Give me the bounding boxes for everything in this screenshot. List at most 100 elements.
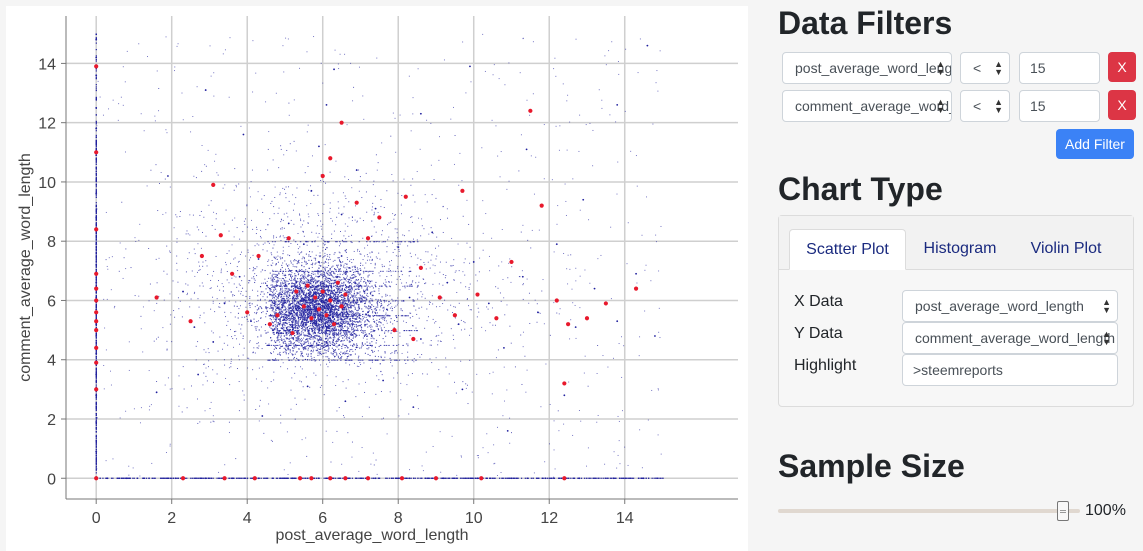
background-point	[354, 312, 357, 314]
background-point	[337, 293, 339, 296]
background-point	[290, 334, 292, 336]
background-point	[337, 287, 339, 289]
background-point	[156, 338, 158, 340]
background-point	[310, 300, 312, 302]
background-point	[327, 290, 329, 292]
background-point	[390, 286, 392, 288]
scatter-chart[interactable]: 0 2 4 6 8 10 12 1402468101214post_average_word_…	[6, 6, 748, 551]
background-point	[315, 314, 317, 316]
background-point	[360, 347, 362, 349]
background-point	[384, 316, 386, 318]
background-point	[309, 309, 312, 311]
background-point	[304, 316, 306, 318]
background-point	[327, 280, 330, 282]
background-point	[416, 264, 418, 266]
background-point	[358, 305, 360, 308]
background-point	[442, 303, 444, 305]
background-point	[397, 267, 399, 269]
background-point	[303, 293, 305, 296]
background-point	[464, 258, 466, 260]
background-point	[278, 293, 280, 295]
background-point	[453, 306, 455, 308]
background-point	[375, 154, 377, 156]
background-point	[352, 296, 354, 298]
background-point	[338, 245, 340, 247]
background-point	[350, 323, 352, 325]
background-point	[336, 302, 338, 304]
background-point	[373, 338, 375, 340]
background-point	[312, 323, 314, 325]
background-point	[304, 303, 306, 305]
background-point	[345, 308, 347, 310]
background-point	[361, 343, 363, 345]
background-point	[273, 301, 276, 303]
background-point	[325, 303, 328, 305]
background-point	[336, 338, 338, 340]
background-point	[348, 292, 350, 294]
background-point	[251, 303, 253, 305]
background-point	[293, 302, 295, 304]
background-point	[328, 334, 330, 336]
background-point	[255, 408, 257, 410]
background-point	[259, 286, 262, 288]
background-point	[332, 305, 334, 307]
background-point	[359, 320, 361, 322]
background-point	[354, 274, 356, 276]
background-point	[280, 282, 282, 284]
background-point	[274, 345, 276, 347]
background-point	[380, 302, 382, 305]
scatter-chart-panel[interactable]: 0 2 4 6 8 10 12 14 0 2 4 6 8 10 12 14 post_average_word_…	[6, 6, 748, 551]
background-point	[320, 317, 322, 319]
background-point	[335, 300, 337, 302]
background-point	[354, 313, 356, 315]
background-point	[303, 283, 305, 285]
background-point	[274, 286, 276, 288]
background-point	[295, 305, 297, 308]
background-point	[454, 381, 456, 383]
background-point	[317, 323, 319, 325]
background-point	[342, 319, 344, 321]
background-point	[341, 329, 343, 331]
background-point	[388, 236, 390, 238]
background-point	[284, 351, 286, 353]
background-point	[338, 332, 340, 334]
background-point	[276, 331, 278, 333]
background-point	[309, 315, 312, 317]
background-point	[304, 314, 306, 316]
background-point	[361, 299, 363, 301]
background-point	[326, 289, 328, 291]
background-point	[369, 354, 371, 357]
background-point	[339, 325, 341, 328]
background-point	[324, 306, 326, 308]
background-point	[322, 298, 324, 300]
background-point	[334, 326, 336, 328]
background-point	[345, 238, 347, 240]
background-point	[465, 286, 467, 288]
background-point	[274, 292, 276, 294]
background-point	[318, 319, 320, 321]
background-point	[327, 302, 329, 304]
background-point	[359, 291, 361, 293]
background-point	[357, 297, 359, 299]
background-point	[326, 305, 328, 307]
background-point	[331, 289, 333, 291]
background-point	[276, 296, 278, 298]
background-point	[302, 310, 304, 312]
background-point	[286, 293, 288, 295]
background-point	[275, 316, 277, 318]
background-point	[318, 359, 321, 361]
background-point	[310, 314, 312, 316]
background-point	[298, 324, 300, 327]
background-point	[303, 303, 305, 305]
background-point	[305, 319, 307, 321]
background-point	[347, 379, 349, 381]
background-point	[277, 296, 279, 299]
background-point	[309, 313, 311, 315]
background-point	[293, 310, 295, 312]
background-point	[322, 323, 324, 325]
background-point	[373, 321, 375, 323]
background-point	[292, 338, 294, 340]
background-point	[287, 368, 289, 370]
background-point	[239, 253, 241, 255]
background-point	[288, 308, 291, 310]
